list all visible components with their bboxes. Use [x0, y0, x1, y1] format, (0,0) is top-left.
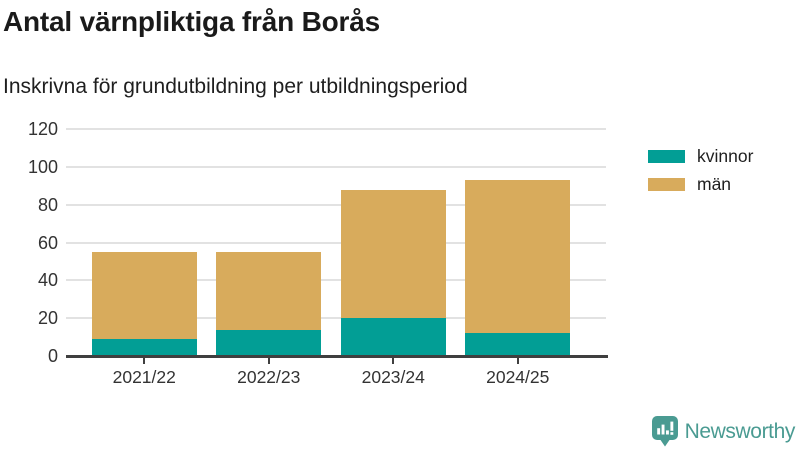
- x-axis-tick-label: 2023/24: [361, 367, 425, 387]
- gridline-40: [66, 279, 606, 282]
- bar-segment-män-2023/24: [340, 189, 446, 319]
- newsworthy-logo-icon: [651, 416, 678, 447]
- gridline-80: [66, 203, 606, 206]
- y-axis-labels: 0 20 40 60 80 100 120: [0, 119, 66, 366]
- bar-segment-män-2021/22: [91, 252, 197, 339]
- x-axis-tick-label: 2021/22: [112, 367, 176, 387]
- gridline-20: [66, 317, 606, 320]
- x-axis-line: [66, 355, 608, 358]
- legend-swatch-man: [648, 178, 685, 191]
- newsworthy-logo: Newsworthy: [651, 416, 796, 447]
- x-axis-tick-label: 2024/25: [486, 367, 550, 387]
- y-axis-tick-label: 120: [27, 119, 58, 140]
- y-axis-tick-label: 60: [37, 232, 58, 253]
- gridline-100: [66, 166, 606, 168]
- legend-swatch-kvinnor: [648, 150, 685, 163]
- y-axis-tick-label: 100: [27, 157, 58, 177]
- plot-area: 2021/22 2022/23 2023/24 2024/25: [66, 120, 608, 387]
- x-axis-tick: [267, 358, 270, 364]
- x-axis-tick: [516, 358, 519, 364]
- legend-label-kvinnor: kvinnor: [697, 146, 754, 166]
- legend-label-man: män: [697, 174, 732, 194]
- gridline-60: [66, 241, 606, 244]
- chart-area: 0 20 40 60 80 100 120 2021/22 2022/23 2023/24 202…: [0, 119, 753, 387]
- legend-item-man: män: [648, 174, 753, 195]
- newsworthy-wordmark: Newsworthy: [684, 419, 796, 443]
- bar-segment-män-2024/25: [465, 180, 571, 334]
- gridline-120: [66, 128, 606, 131]
- legend-item-kvinnor: kvinnor: [648, 146, 753, 167]
- x-axis-tick-label: 2022/23: [237, 367, 301, 387]
- bar-segment-kvinnor-2024/25: [465, 333, 571, 356]
- bar-segment-kvinnor-2021/22: [91, 339, 197, 356]
- y-axis-tick-label: 80: [37, 194, 58, 215]
- x-axis-tick: [392, 358, 395, 364]
- bar-segment-kvinnor-2022/23: [216, 329, 322, 356]
- chart-title: Antal värnpliktiga från Borås: [3, 6, 380, 37]
- bar-segment-män-2022/23: [216, 252, 322, 330]
- bar-segment-kvinnor-2023/24: [340, 318, 446, 356]
- y-axis-tick-label: 20: [37, 308, 58, 329]
- chart-subtitle: Inskrivna för grundutbildning per utbild…: [3, 75, 468, 98]
- y-axis-tick-label: 0: [47, 346, 58, 366]
- y-axis-tick-label: 40: [37, 270, 58, 291]
- x-axis-tick: [143, 358, 146, 364]
- legend: kvinnor män: [648, 120, 753, 358]
